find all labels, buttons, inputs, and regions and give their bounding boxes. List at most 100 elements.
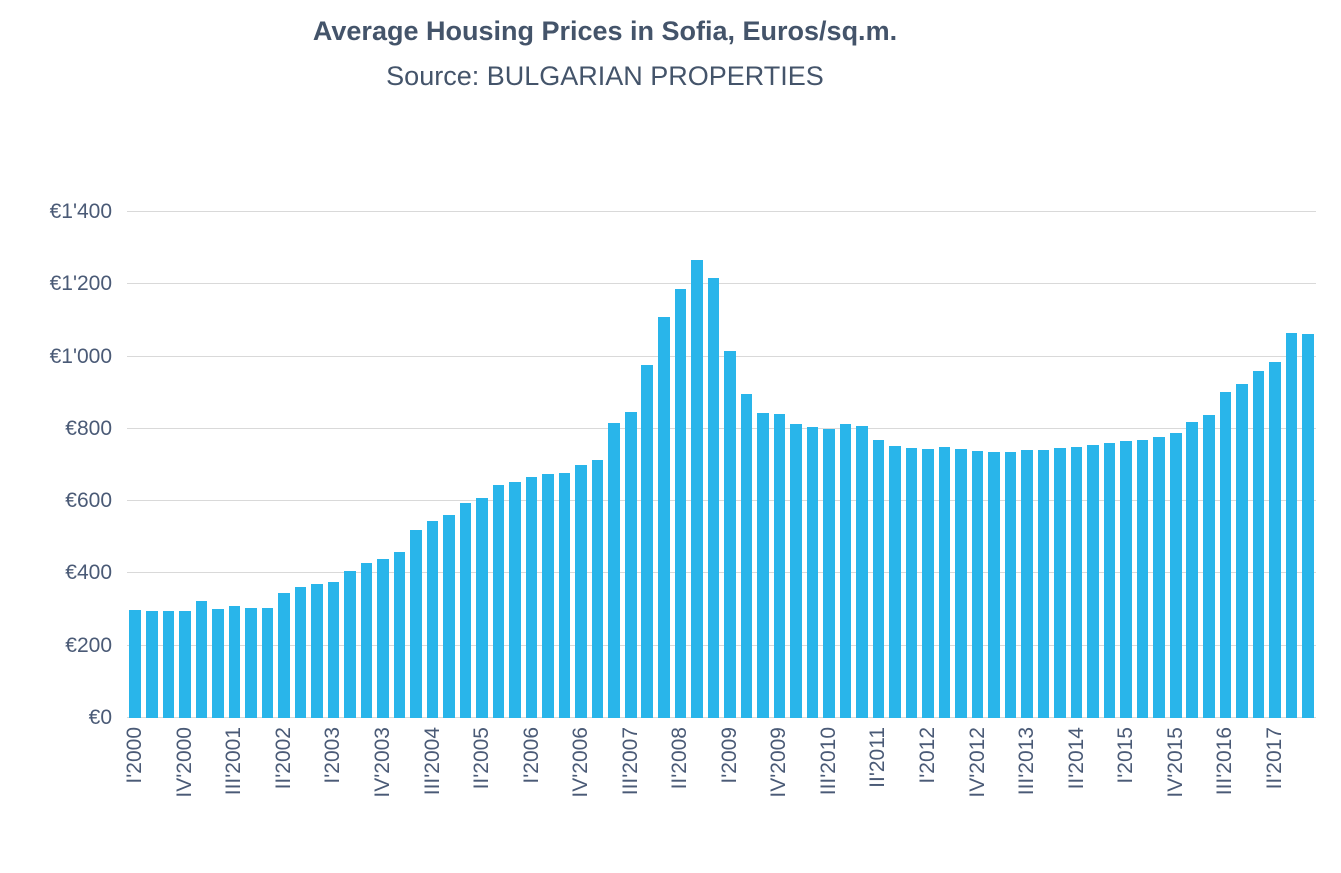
bar-II'2008 — [674, 288, 687, 718]
bar-IV'2003 — [377, 559, 389, 718]
bar-slot — [408, 212, 425, 718]
bar-IV'2008 — [707, 278, 720, 718]
bar-II'2004 — [410, 529, 422, 718]
bar-III'2010 — [823, 429, 835, 718]
x-tick-slot — [540, 719, 557, 844]
bar-I'2003 — [327, 582, 340, 718]
bar-slot — [1052, 212, 1069, 718]
bar-slot — [788, 212, 805, 718]
bar-IV'2012 — [971, 451, 984, 718]
chart-title: Average Housing Prices in Sofia, Euros/s… — [312, 16, 898, 46]
x-tick-slot — [1234, 719, 1251, 844]
bar-II'2017 — [1269, 362, 1281, 718]
bar-slot — [986, 212, 1003, 718]
bar-II'2014 — [1070, 446, 1083, 718]
bar-III'2014 — [1087, 444, 1099, 718]
bar-I'2014 — [1054, 448, 1066, 718]
bar-slot — [358, 212, 375, 718]
bar-slot — [1019, 212, 1036, 718]
bar-I'2013 — [988, 452, 1000, 718]
bar-slot — [325, 212, 342, 718]
x-tick-slot — [1085, 719, 1102, 844]
bar-II'2013 — [1004, 452, 1017, 718]
x-tick-slot — [292, 719, 309, 844]
x-tick-slot — [144, 719, 161, 844]
bar-IV'2001 — [245, 608, 257, 718]
bar-slot — [1234, 212, 1251, 718]
bar-slot — [854, 212, 871, 718]
bar-slot — [1134, 212, 1151, 718]
bar-slot — [1300, 212, 1317, 718]
x-tick-slot: II'2005 — [470, 719, 493, 844]
bar-slot — [870, 212, 887, 718]
x-tick-slot — [837, 719, 854, 844]
bar-I'2005 — [459, 502, 472, 718]
bar-slot — [837, 212, 854, 718]
bar-slot — [606, 212, 623, 718]
bar-I'2002 — [261, 608, 274, 718]
bar-II'2010 — [806, 427, 819, 718]
x-tick-slot — [788, 719, 805, 844]
bar-I'2016 — [1186, 422, 1199, 718]
bar-slot — [441, 212, 458, 718]
x-tick-slot: IV'2000 — [173, 719, 196, 844]
bar-slot — [1002, 212, 1019, 718]
gridline — [127, 717, 1316, 718]
bar-slot — [573, 212, 590, 718]
bar-IV'2004 — [443, 514, 455, 718]
bar-II'2001 — [212, 608, 224, 718]
bar-slot — [1101, 212, 1118, 718]
y-tick-label: €1'400 — [49, 200, 112, 223]
bar-II'2009 — [740, 394, 753, 718]
bar-slot — [193, 212, 210, 718]
x-tick-slot — [986, 719, 1003, 844]
bar-slot — [375, 212, 392, 718]
x-tick-slot: III'2001 — [222, 719, 245, 844]
bar-slot — [540, 212, 557, 718]
bar-IV'2015 — [1169, 433, 1182, 718]
bar-IV'2000 — [179, 610, 191, 718]
bar-slot — [887, 212, 904, 718]
x-tick-slot: I'2012 — [916, 719, 939, 844]
bar-slot — [969, 212, 986, 718]
x-tick-slot: III'2004 — [421, 719, 444, 844]
bar-slot — [589, 212, 606, 718]
bar-II'2012 — [938, 446, 951, 718]
x-tick-slot: IV'2006 — [569, 719, 592, 844]
bar-I'2008 — [657, 316, 670, 718]
bar-slot — [507, 212, 524, 718]
x-tick-slot: I'2003 — [321, 719, 344, 844]
x-tick-slot: III'2013 — [1015, 719, 1038, 844]
bar-III'2017 — [1285, 333, 1298, 718]
bar-I'2010 — [790, 424, 802, 718]
bar-slot — [1167, 212, 1184, 718]
bar-IV'2013 — [1037, 450, 1050, 718]
bar-IV'2014 — [1103, 442, 1116, 718]
bar-slot — [523, 212, 540, 718]
bar-III'2011 — [889, 446, 901, 718]
y-tick-label: €0 — [88, 706, 112, 729]
bar-slot — [755, 212, 772, 718]
bar-III'2007 — [624, 411, 637, 718]
bar-slot — [936, 212, 953, 718]
bar-III'2004 — [426, 520, 439, 718]
bar-slot — [722, 212, 739, 718]
x-tick-slot: I'2006 — [520, 719, 543, 844]
bar-slot — [903, 212, 920, 718]
y-tick-label: €600 — [65, 489, 112, 513]
gridline — [127, 211, 1316, 212]
x-tick-slot: III'2010 — [817, 719, 840, 844]
chart-subtitle: Source: BULGARIAN PROPERTIES — [386, 61, 824, 92]
x-tick-slot: IV'2009 — [767, 719, 790, 844]
bar-slot — [292, 212, 309, 718]
bar-III'2002 — [294, 586, 307, 718]
bar-III'2005 — [492, 484, 505, 718]
bar-slot — [144, 212, 161, 718]
x-tick-slot — [490, 719, 507, 844]
bar-IV'2016 — [1236, 384, 1248, 718]
bar-slot — [309, 212, 326, 718]
bar-IV'2017 — [1302, 334, 1314, 718]
bar-IV'2007 — [641, 364, 654, 718]
bar-II'2007 — [608, 422, 620, 718]
bar-III'2008 — [691, 260, 703, 718]
